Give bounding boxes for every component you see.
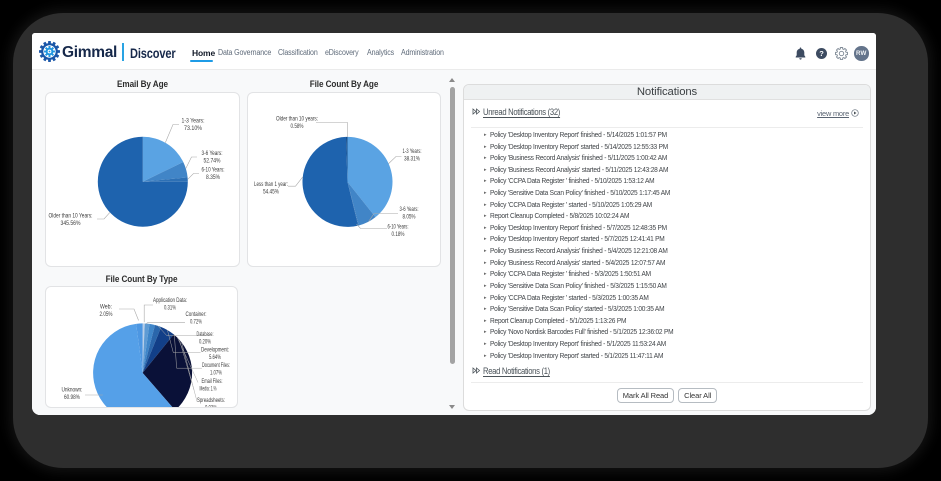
svg-text:8.05%: 8.05% xyxy=(403,214,416,221)
svg-text:2.05%: 2.05% xyxy=(100,311,113,318)
svg-text:345.56%: 345.56% xyxy=(61,220,81,227)
svg-text:1-3 Years:: 1-3 Years: xyxy=(403,148,422,155)
svg-text:Older than 10 years:: Older than 10 years: xyxy=(276,116,318,123)
svg-text:54.45%: 54.45% xyxy=(263,189,279,196)
svg-text:6-10 Years:: 6-10 Years: xyxy=(202,167,225,174)
svg-text:60.98%: 60.98% xyxy=(64,394,80,401)
svg-text:0.72%: 0.72% xyxy=(190,319,202,326)
svg-text:Media: 1.%: Media: 1.% xyxy=(200,386,217,393)
svg-text:0.18%: 0.18% xyxy=(392,231,405,238)
svg-text:Spreadsheets:: Spreadsheets: xyxy=(197,397,225,404)
svg-text:Web:: Web: xyxy=(100,304,112,311)
svg-text:Less than 1 year:: Less than 1 year: xyxy=(254,181,288,188)
svg-text:1-3 Years:: 1-3 Years: xyxy=(182,118,205,125)
svg-text:0.20%: 0.20% xyxy=(199,339,211,346)
svg-text:5.64%: 5.64% xyxy=(209,354,221,361)
svg-text:Document Files:: Document Files: xyxy=(202,362,230,369)
svg-text:8.35%: 8.35% xyxy=(206,174,220,181)
svg-text:Unknown:: Unknown: xyxy=(62,387,83,394)
svg-text:0.58%: 0.58% xyxy=(291,123,304,130)
svg-text:3-6 Years:: 3-6 Years: xyxy=(400,206,419,213)
svg-text:6-10 Years:: 6-10 Years: xyxy=(388,224,409,231)
svg-text:52.74%: 52.74% xyxy=(204,158,221,165)
svg-text:38.31%: 38.31% xyxy=(404,156,420,163)
svg-text:3-6 Years:: 3-6 Years: xyxy=(202,150,223,157)
svg-text:1.07%: 1.07% xyxy=(210,370,222,377)
svg-text:0.03%: 0.03% xyxy=(205,405,217,408)
svg-text:Email Files:: Email Files: xyxy=(202,378,223,385)
svg-text:73.10%: 73.10% xyxy=(184,125,202,132)
svg-text:Application Data:: Application Data: xyxy=(153,297,187,304)
svg-text:Database:: Database: xyxy=(197,331,214,338)
svg-text:Development:: Development: xyxy=(201,347,229,354)
svg-text:0.31%: 0.31% xyxy=(164,305,176,312)
svg-text:Older than 10 Years:: Older than 10 Years: xyxy=(49,213,93,220)
svg-text:Container:: Container: xyxy=(186,311,207,318)
